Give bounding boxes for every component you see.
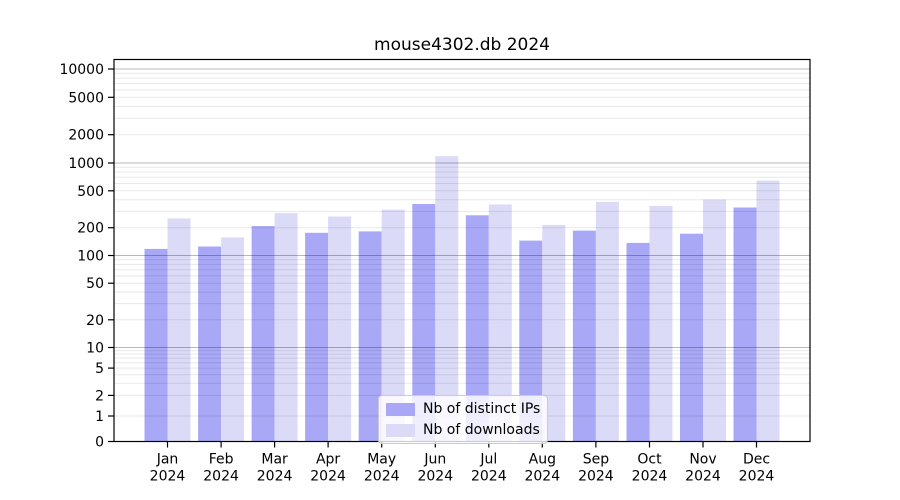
x-tick-label-month: Nov: [689, 452, 716, 468]
x-tick-label-year: 2024: [739, 469, 775, 485]
x-tick-label-year: 2024: [364, 469, 400, 485]
y-tick-label: 1: [95, 409, 104, 425]
y-tick-label: 50: [86, 276, 104, 292]
x-tick-label-year: 2024: [524, 469, 560, 485]
y-tick-label: 5: [95, 361, 104, 377]
x-tick-label-month: Oct: [637, 452, 662, 468]
x-tick-label-year: 2024: [685, 469, 721, 485]
x-tick-label-month: Jan: [156, 452, 179, 468]
y-tick-label: 500: [77, 184, 104, 200]
y-tick-label: 100: [77, 249, 104, 265]
bar-distinct-ips-nov: [680, 233, 703, 442]
bar-downloads-apr: [328, 216, 352, 442]
legend-label-downloads: Nb of downloads: [423, 422, 540, 438]
y-tick-label: 1000: [68, 156, 104, 172]
x-tick-label-year: 2024: [578, 469, 614, 485]
chart-title: mouse4302.db 2024: [374, 35, 550, 55]
bar-distinct-ips-sep: [572, 230, 596, 442]
legend-swatch-downloads: [386, 423, 415, 437]
x-tick-label-month: Jul: [479, 452, 497, 468]
y-tick-label: 0: [95, 435, 104, 451]
bar-distinct-ips-aug: [519, 240, 543, 442]
x-tick-label-month: Mar: [261, 452, 288, 468]
y-tick-label: 20: [86, 313, 104, 329]
y-tick-label: 2000: [68, 128, 104, 144]
bar-downloads-sep: [595, 201, 619, 442]
bar-distinct-ips-feb: [198, 246, 222, 442]
x-tick-label-month: Aug: [529, 452, 556, 468]
bar-downloads-may: [381, 209, 405, 442]
x-tick-label-month: Sep: [583, 452, 610, 468]
bar-distinct-ips-jun: [412, 204, 436, 442]
x-tick-label-year: 2024: [417, 469, 453, 485]
legend-label-distinct-ips: Nb of distinct IPs: [423, 401, 541, 417]
y-tick-label: 200: [77, 221, 104, 237]
bar-downloads-jul: [488, 204, 512, 442]
bar-downloads-mar: [274, 213, 298, 442]
bar-distinct-ips-apr: [305, 232, 329, 442]
bar-downloads-feb: [221, 237, 245, 442]
x-tick-label-year: 2024: [632, 469, 668, 485]
bar-downloads-jun: [435, 156, 459, 442]
legend-item-downloads: Nb of downloads: [386, 422, 540, 438]
bar-downloads-jan: [167, 218, 191, 442]
y-tick-label: 10000: [59, 62, 104, 78]
x-tick-label-year: 2024: [310, 469, 346, 485]
x-tick-label-year: 2024: [150, 469, 186, 485]
bar-downloads-oct: [649, 205, 673, 442]
x-tick-label-month: Feb: [209, 452, 234, 468]
x-tick-label-month: May: [367, 452, 396, 468]
bar-distinct-ips-jan: [144, 248, 168, 442]
x-tick-label-year: 2024: [471, 469, 507, 485]
x-tick-label-month: Apr: [316, 452, 340, 468]
bar-downloads-dec: [756, 180, 780, 442]
y-tick-label: 10: [86, 341, 104, 357]
x-tick-label-month: Dec: [743, 452, 770, 468]
legend: Nb of distinct IPs Nb of downloads: [378, 395, 549, 444]
legend-swatch-distinct-ips: [386, 402, 415, 416]
bar-distinct-ips-jul: [465, 215, 489, 442]
y-tick-label: 2: [95, 388, 104, 404]
bar-distinct-ips-dec: [733, 207, 757, 442]
x-tick-label-year: 2024: [203, 469, 239, 485]
y-tick-label: 5000: [68, 90, 104, 106]
x-tick-label-month: Jun: [423, 452, 446, 468]
bar-distinct-ips-mar: [251, 226, 275, 442]
bar-distinct-ips-may: [358, 231, 382, 442]
bar-downloads-aug: [542, 224, 566, 442]
x-tick-label-year: 2024: [257, 469, 293, 485]
legend-item-distinct-ips: Nb of distinct IPs: [386, 401, 540, 417]
bar-distinct-ips-oct: [626, 242, 650, 442]
bar-downloads-nov: [703, 199, 726, 442]
